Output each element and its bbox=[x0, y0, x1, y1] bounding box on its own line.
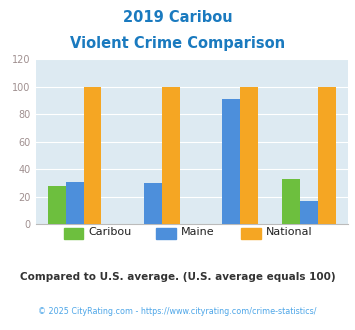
Text: 2019 Caribou: 2019 Caribou bbox=[123, 10, 232, 25]
Bar bbox=[318, 87, 336, 224]
Text: © 2025 CityRating.com - https://www.cityrating.com/crime-statistics/: © 2025 CityRating.com - https://www.city… bbox=[38, 307, 317, 316]
Bar bbox=[144, 183, 162, 224]
Bar bbox=[162, 87, 180, 224]
Text: Compared to U.S. average. (U.S. average equals 100): Compared to U.S. average. (U.S. average … bbox=[20, 272, 335, 282]
Bar bbox=[300, 201, 318, 224]
Bar bbox=[282, 179, 300, 224]
Text: National: National bbox=[266, 227, 313, 237]
Text: Maine: Maine bbox=[181, 227, 215, 237]
Text: Violent Crime Comparison: Violent Crime Comparison bbox=[70, 36, 285, 51]
Bar bbox=[240, 87, 258, 224]
Bar bbox=[48, 186, 66, 224]
Bar bbox=[66, 182, 83, 224]
Bar bbox=[83, 87, 102, 224]
Bar bbox=[222, 99, 240, 224]
Text: Caribou: Caribou bbox=[89, 227, 132, 237]
